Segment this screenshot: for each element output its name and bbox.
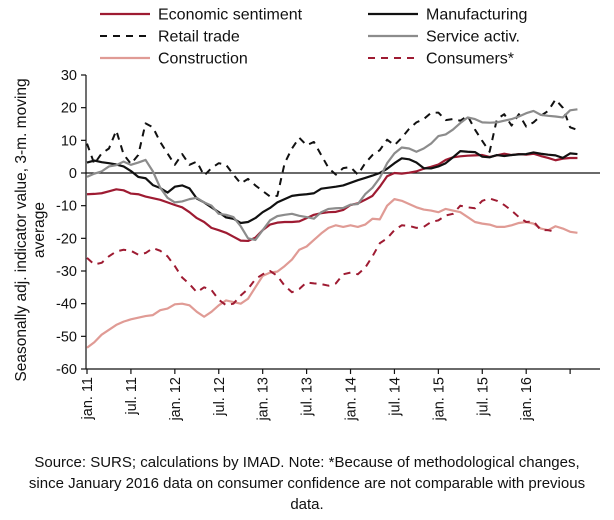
x-tick-label: jan. 16 xyxy=(519,377,535,422)
x-tick-label: jul. 14 xyxy=(387,377,403,417)
legend: Economic sentiment Manufacturing Retail tr… xyxy=(100,7,527,68)
series-line-manufacturing xyxy=(86,150,578,225)
y-tick-label: -50 xyxy=(56,329,77,345)
legend-label-manufacturing: Manufacturing xyxy=(426,7,527,24)
series-line-construction xyxy=(86,198,578,349)
source-note: Source: SURS; calculations by IMAD. Note… xyxy=(28,454,586,513)
x-tick-label: jul. 13 xyxy=(300,377,316,417)
legend-label-service-activ: Service activ. xyxy=(426,29,520,46)
series-line-service-activ xyxy=(86,108,578,242)
legend-label-consumers: Consumers* xyxy=(426,51,514,68)
y-tick-label: 30 xyxy=(61,68,77,84)
x-axis: jan. 11 jul. 11 jan. 12 jul. 12 jan. 13 jul. … xyxy=(80,172,600,422)
y-tick-label: -10 xyxy=(56,199,77,215)
y-axis: 30 20 10 0 -10 -20 -30 -40 -50 -60 xyxy=(56,68,87,378)
series-line-retail-trade xyxy=(86,98,578,198)
y-tick-label: -40 xyxy=(56,297,77,313)
plot-area xyxy=(86,98,578,349)
x-tick-label: jan. 11 xyxy=(80,377,96,420)
legend-label-construction: Construction xyxy=(158,51,248,68)
y-axis-label-line: average xyxy=(31,202,48,258)
y-tick-label: -60 xyxy=(56,362,77,378)
y-tick-label: 0 xyxy=(69,166,77,182)
y-tick-label: -20 xyxy=(56,231,77,247)
x-tick-label: jul. 15 xyxy=(475,377,491,417)
x-tick-label: jan. 15 xyxy=(431,377,447,422)
x-tick-label: jan. 14 xyxy=(344,377,360,422)
x-tick-label: jan. 12 xyxy=(168,377,184,422)
series-line-consumers xyxy=(86,197,556,307)
legend-label-retail-trade: Retail trade xyxy=(158,29,240,46)
chart: Economic sentiment Manufacturing Retail tr… xyxy=(13,7,600,422)
x-tick-label: jan. 13 xyxy=(256,377,272,422)
y-tick-label: -30 xyxy=(56,264,77,280)
x-tick-label: jul. 11 xyxy=(124,377,140,416)
legend-label-economic-sentiment: Economic sentiment xyxy=(158,7,303,24)
x-tick-label: jul. 12 xyxy=(212,377,228,417)
y-tick-label: 20 xyxy=(61,101,77,117)
y-tick-label: 10 xyxy=(61,133,77,149)
y-axis-label-line: Seasonally adj. indicator value, 3-m. mo… xyxy=(13,78,30,381)
y-axis-label: Seasonally adj. indicator value, 3-m. mo… xyxy=(13,78,48,381)
